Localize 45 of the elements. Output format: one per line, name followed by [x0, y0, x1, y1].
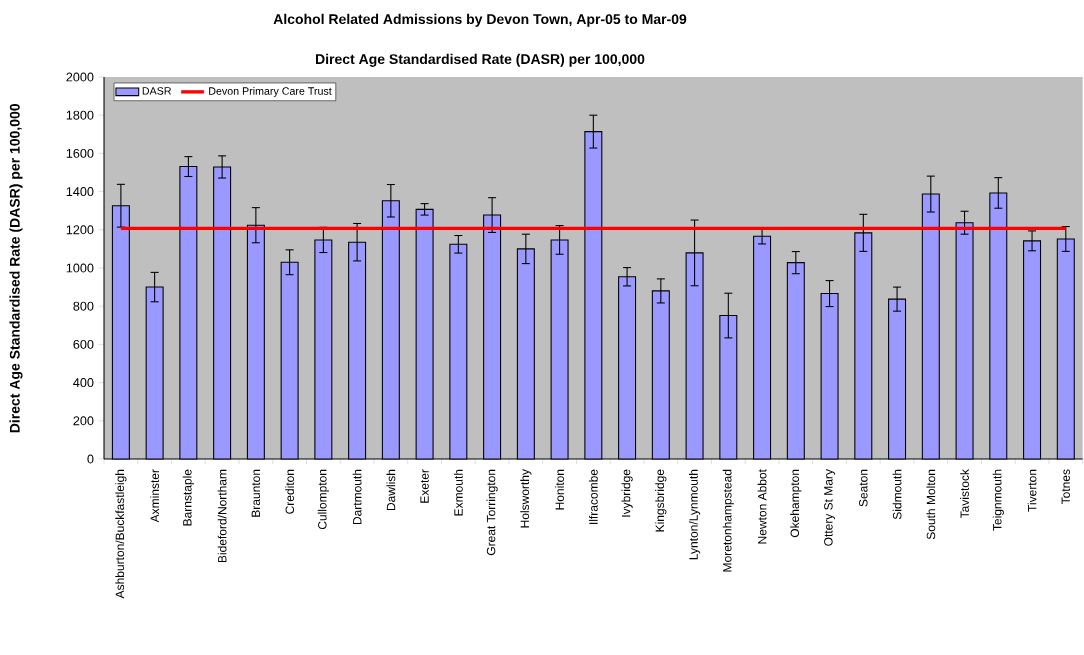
x-tick-label: Kingsbridge — [655, 469, 667, 532]
x-tick-label: Totnes — [1061, 469, 1070, 505]
x-tick-label: Seaton — [859, 469, 868, 507]
y-tick-label: 0 — [87, 454, 94, 464]
y-tick-label: 1200 — [66, 225, 94, 235]
x-tick-label: Tavistock — [960, 469, 969, 519]
x-tick-label: Exeter — [420, 469, 429, 503]
y-axis-title: Direct Age Standardised Rate (DASR) per 100,000 — [9, 104, 23, 433]
y-tick-label: 1600 — [66, 148, 94, 158]
y-tick-label: 1000 — [66, 263, 94, 273]
y-tick-label: 400 — [73, 378, 94, 388]
chart-subtitle: Direct Age Standardised Rate (DASR) per 100,000 — [316, 53, 645, 67]
y-tick-label: 600 — [73, 339, 94, 349]
y-tick-label: 1400 — [66, 187, 94, 197]
x-tick-label: Barnstaple — [182, 469, 194, 526]
x-tick-label: Teignmouth — [992, 469, 1004, 531]
x-tick-label: Moretonhampstead — [722, 469, 734, 572]
x-tick-label: Cullompton — [317, 469, 329, 530]
y-tick-label: 200 — [73, 416, 94, 426]
x-tick-label: Axminster — [150, 469, 160, 523]
legend-label: DASR — [142, 87, 172, 95]
x-tick-label: Ashburton/Buckfastleigh — [115, 469, 127, 599]
x-tick-label: Great Torrington — [486, 469, 498, 556]
y-tick-label: 800 — [73, 301, 94, 311]
y-tick-label: 2000 — [66, 72, 94, 82]
x-tick-label: Ivybridge — [621, 469, 633, 517]
x-tick-label: Newton Abbot — [757, 469, 767, 544]
x-tick-label: Braunton — [251, 469, 261, 517]
x-tick-label: Tiverton — [1027, 469, 1037, 512]
x-tick-label: Sidmouth — [892, 469, 902, 520]
x-tick-label: Dartmouth — [352, 469, 362, 525]
legend-label: Devon Primary Care Trust — [209, 86, 332, 97]
y-tick-label: 1800 — [66, 110, 94, 120]
x-tick-label: Ottery St Mary — [824, 469, 835, 546]
x-tick-label: Exmouth — [453, 469, 463, 516]
x-tick-label: Bideford/Northam — [217, 469, 227, 563]
x-tick-label: Holsworthy — [520, 469, 532, 528]
x-tick-label: Honiton — [555, 469, 565, 510]
x-tick-label: Crediton — [285, 469, 295, 514]
x-tick-label: Okehampton — [790, 469, 802, 538]
x-tick-label: South Molton — [926, 469, 936, 540]
x-tick-label: Lynton/Lynmouth — [688, 469, 701, 560]
x-tick-label: Dawlish — [386, 469, 396, 511]
x-tick-label: Ilfracombe — [588, 469, 598, 524]
chart-title: Alcohol Related Admissions by Devon Town, Apr-05 to Mar-09 — [273, 13, 687, 27]
